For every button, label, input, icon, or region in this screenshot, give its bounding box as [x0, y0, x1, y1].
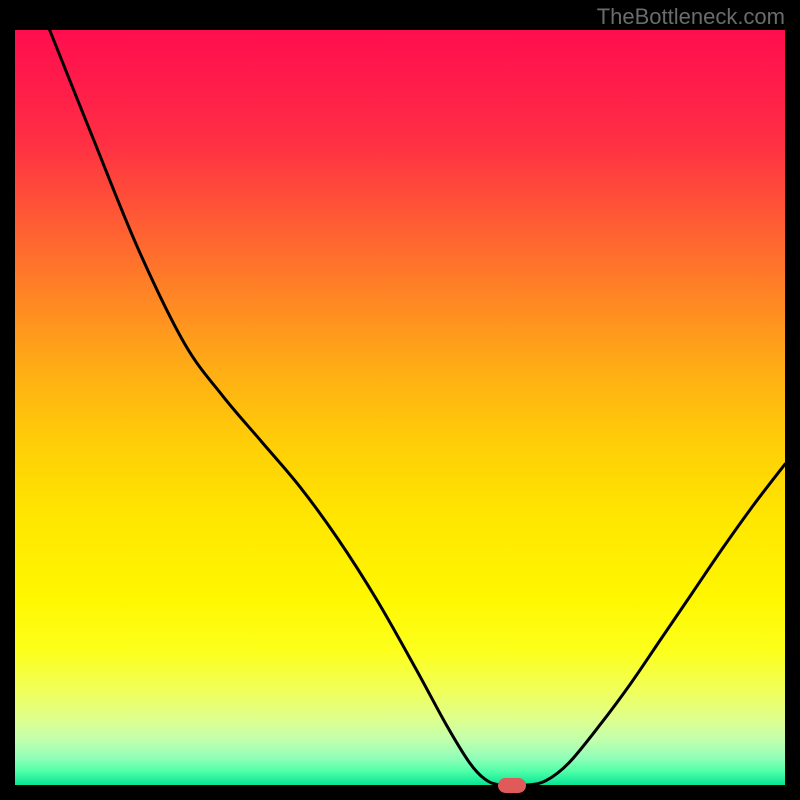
- chart-background: [15, 30, 785, 785]
- bottleneck-chart: [15, 30, 785, 785]
- optimal-marker: [498, 778, 526, 793]
- chart-svg: [15, 30, 785, 785]
- watermark-text: TheBottleneck.com: [597, 4, 785, 30]
